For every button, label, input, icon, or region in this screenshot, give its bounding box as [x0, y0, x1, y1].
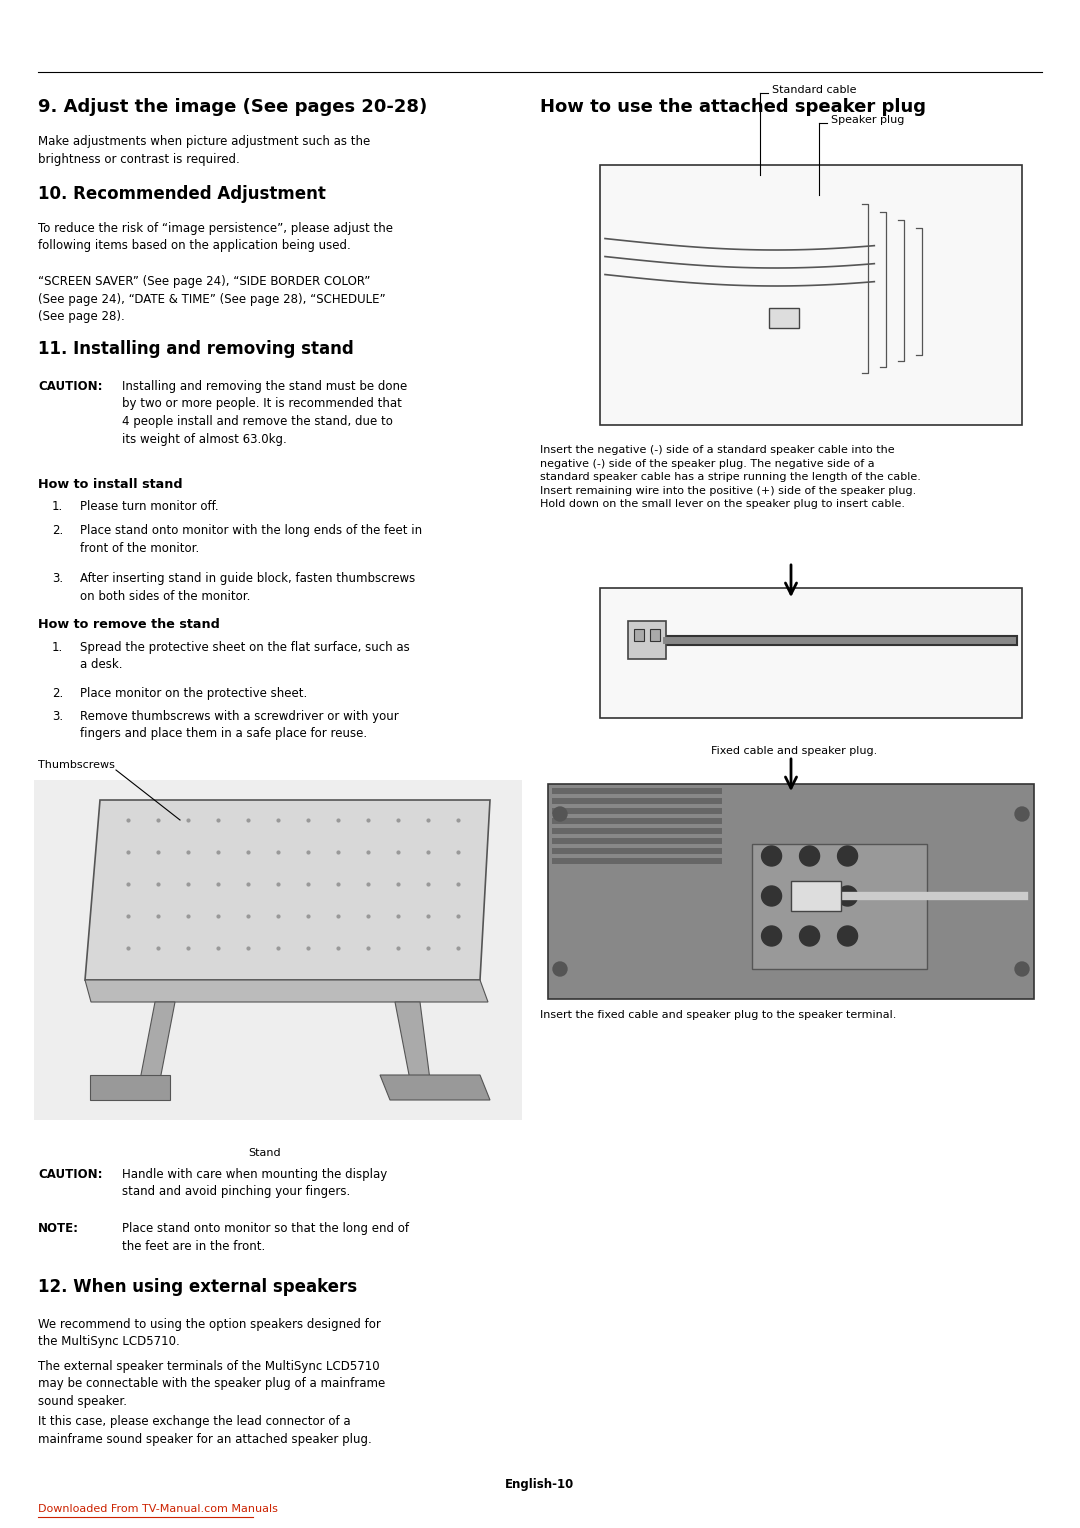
Bar: [769, 309, 799, 329]
Bar: [600, 588, 1022, 718]
Text: Fixed cable and speaker plug.: Fixed cable and speaker plug.: [711, 746, 877, 756]
Text: How to remove the stand: How to remove the stand: [38, 617, 220, 631]
Bar: [552, 798, 723, 804]
Bar: [552, 848, 723, 854]
Text: Handle with care when mounting the display
stand and avoid pinching your fingers: Handle with care when mounting the displ…: [122, 1167, 388, 1198]
Text: Place stand onto monitor with the long ends of the feet in
front of the monitor.: Place stand onto monitor with the long e…: [80, 524, 422, 555]
Bar: [552, 817, 723, 824]
Circle shape: [761, 886, 782, 906]
Bar: [33, 779, 522, 1120]
Circle shape: [1015, 807, 1029, 821]
Circle shape: [553, 963, 567, 976]
Text: 9. Adjust the image (See pages 20-28): 9. Adjust the image (See pages 20-28): [38, 98, 428, 116]
Bar: [752, 843, 927, 969]
Text: 3.: 3.: [52, 571, 63, 585]
Text: 1.: 1.: [52, 500, 64, 513]
Polygon shape: [90, 1076, 170, 1100]
Bar: [552, 808, 723, 814]
Text: Remove thumbscrews with a screwdriver or with your
fingers and place them in a s: Remove thumbscrews with a screwdriver or…: [80, 711, 399, 741]
Text: 11. Installing and removing stand: 11. Installing and removing stand: [38, 341, 354, 358]
Text: To reduce the risk of “image persistence”, please adjust the
following items bas: To reduce the risk of “image persistence…: [38, 222, 393, 252]
Polygon shape: [380, 1076, 490, 1100]
Text: The external speaker terminals of the MultiSync LCD5710
may be connectable with : The external speaker terminals of the Mu…: [38, 1360, 386, 1407]
Text: 12. When using external speakers: 12. When using external speakers: [38, 1277, 357, 1296]
Text: Make adjustments when picture adjustment such as the
brightness or contrast is r: Make adjustments when picture adjustment…: [38, 134, 370, 165]
Text: Standard cable: Standard cable: [772, 86, 856, 95]
Text: CAUTION:: CAUTION:: [38, 1167, 103, 1181]
Text: It this case, please exchange the lead connector of a
mainframe sound speaker fo: It this case, please exchange the lead c…: [38, 1415, 372, 1445]
Text: NOTE:: NOTE:: [38, 1222, 79, 1235]
Text: Speaker plug: Speaker plug: [832, 115, 905, 125]
Bar: [627, 620, 666, 659]
Bar: [600, 165, 1022, 425]
Text: English-10: English-10: [505, 1478, 575, 1491]
Text: “SCREEN SAVER” (See page 24), “SIDE BORDER COLOR”
(See page 24), “DATE & TIME” (: “SCREEN SAVER” (See page 24), “SIDE BORD…: [38, 275, 386, 322]
Circle shape: [838, 926, 858, 946]
Polygon shape: [140, 1002, 175, 1080]
Text: How to use the attached speaker plug: How to use the attached speaker plug: [540, 98, 926, 116]
Bar: [791, 880, 841, 911]
Text: Insert the fixed cable and speaker plug to the speaker terminal.: Insert the fixed cable and speaker plug …: [540, 1010, 896, 1021]
Text: Spread the protective sheet on the flat surface, such as
a desk.: Spread the protective sheet on the flat …: [80, 642, 409, 671]
Circle shape: [553, 807, 567, 821]
Text: Place monitor on the protective sheet.: Place monitor on the protective sheet.: [80, 688, 307, 700]
Bar: [548, 784, 1034, 999]
Circle shape: [799, 926, 820, 946]
Circle shape: [761, 926, 782, 946]
Bar: [650, 628, 660, 640]
Polygon shape: [85, 979, 488, 1002]
Circle shape: [799, 847, 820, 866]
Text: Please turn monitor off.: Please turn monitor off.: [80, 500, 218, 513]
Text: Insert the negative (-) side of a standard speaker cable into the
negative (-) s: Insert the negative (-) side of a standa…: [540, 445, 921, 509]
Polygon shape: [395, 1002, 430, 1080]
Bar: [552, 828, 723, 834]
Circle shape: [838, 847, 858, 866]
Text: CAUTION:: CAUTION:: [38, 380, 103, 393]
Text: 2.: 2.: [52, 524, 64, 536]
Circle shape: [1015, 963, 1029, 976]
Circle shape: [838, 886, 858, 906]
Text: Installing and removing the stand must be done
by two or more people. It is reco: Installing and removing the stand must b…: [122, 380, 407, 446]
Text: Place stand onto monitor so that the long end of
the feet are in the front.: Place stand onto monitor so that the lon…: [122, 1222, 409, 1253]
Text: 10. Recommended Adjustment: 10. Recommended Adjustment: [38, 185, 326, 203]
Circle shape: [799, 886, 820, 906]
Bar: [552, 788, 723, 795]
Text: 2.: 2.: [52, 688, 64, 700]
Text: We recommend to using the option speakers designed for
the MultiSync LCD5710.: We recommend to using the option speaker…: [38, 1319, 381, 1349]
Text: Thumbscrews: Thumbscrews: [38, 759, 114, 770]
Polygon shape: [85, 801, 490, 979]
Bar: [634, 628, 644, 640]
Text: Stand: Stand: [248, 1148, 281, 1158]
Text: 1.: 1.: [52, 642, 64, 654]
Text: 3.: 3.: [52, 711, 63, 723]
Text: After inserting stand in guide block, fasten thumbscrews
on both sides of the mo: After inserting stand in guide block, fa…: [80, 571, 415, 602]
Text: Downloaded From TV-Manual.com Manuals: Downloaded From TV-Manual.com Manuals: [38, 1504, 278, 1514]
Text: How to install stand: How to install stand: [38, 478, 183, 490]
Bar: [552, 859, 723, 863]
Bar: [552, 837, 723, 843]
Circle shape: [761, 847, 782, 866]
